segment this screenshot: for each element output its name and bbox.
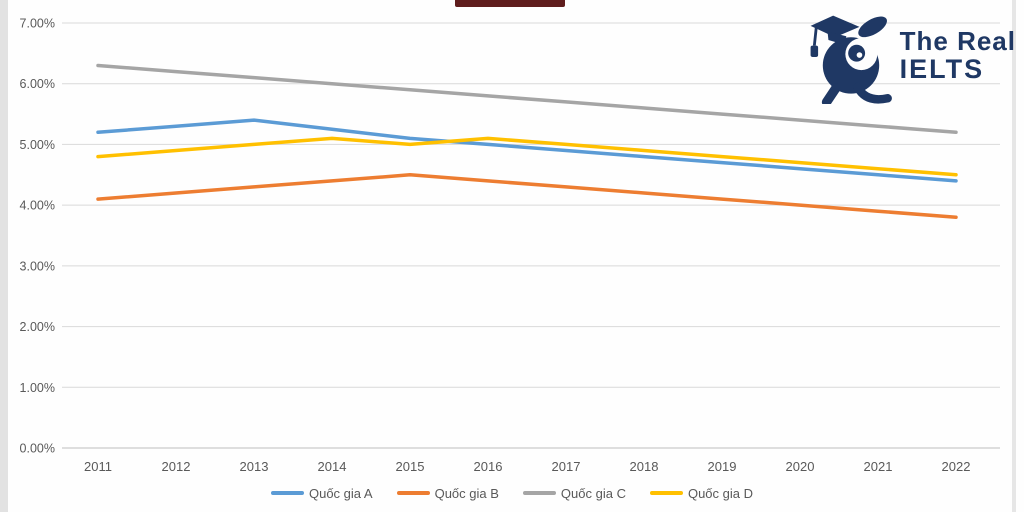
y-tick-label: 7.00% <box>20 17 55 31</box>
series-line-b <box>96 173 958 220</box>
x-tick-label: 2018 <box>630 459 659 474</box>
y-tick-label: 5.00% <box>20 138 55 152</box>
legend-item: Quốc gia A <box>270 485 373 501</box>
x-tick-label: 2015 <box>396 459 425 474</box>
x-tick-label: 2016 <box>474 459 503 474</box>
x-tick-label: 2022 <box>942 459 971 474</box>
legend-item: Quốc gia B <box>396 485 499 501</box>
x-tick-label: 2017 <box>552 459 581 474</box>
page-left-edge <box>0 0 8 512</box>
legend: Quốc gia A Quốc gia B Quốc gia C Quốc gia D <box>0 483 1024 503</box>
graduate-mascot-icon <box>810 15 892 104</box>
y-tick-label: 6.00% <box>20 77 55 91</box>
series-line-d <box>96 136 958 177</box>
y-tick-label: 0.00% <box>20 442 55 456</box>
series-line-a <box>96 118 958 183</box>
x-tick-label: 2020 <box>786 459 815 474</box>
legend-swatch <box>649 491 683 495</box>
y-tick-label: 3.00% <box>20 259 55 273</box>
logo: The Real IELTS <box>804 8 1016 104</box>
legend-swatch <box>522 491 556 495</box>
y-tick-label: 2.00% <box>20 320 55 334</box>
x-tick-label: 2011 <box>84 459 112 474</box>
cropped-title-bar <box>455 0 565 7</box>
x-tick-label: 2014 <box>318 459 347 474</box>
legend-swatch <box>270 491 304 495</box>
x-tick-label: 2019 <box>708 459 737 474</box>
legend-item: Quốc gia D <box>649 485 754 501</box>
logo-line2: IELTS <box>899 54 985 85</box>
series-line-c <box>96 63 958 135</box>
logo-line1: The Real <box>899 26 1016 57</box>
x-tick-label: 2021 <box>864 459 893 474</box>
legend-label: Quốc gia D <box>687 485 754 501</box>
logo-text: The Real IELTS <box>899 26 1016 85</box>
legend-label: Quốc gia B <box>434 485 499 501</box>
legend-swatch <box>396 491 430 495</box>
legend-item: Quốc gia C <box>522 485 626 501</box>
y-tick-label: 1.00% <box>20 381 55 395</box>
legend-label: Quốc gia C <box>560 485 626 501</box>
x-tick-label: 2013 <box>240 459 269 474</box>
page-right-edge <box>1012 0 1016 512</box>
legend-label: Quốc gia A <box>308 485 373 501</box>
y-tick-label: 4.00% <box>20 199 55 213</box>
x-tick-label: 2012 <box>162 459 191 474</box>
